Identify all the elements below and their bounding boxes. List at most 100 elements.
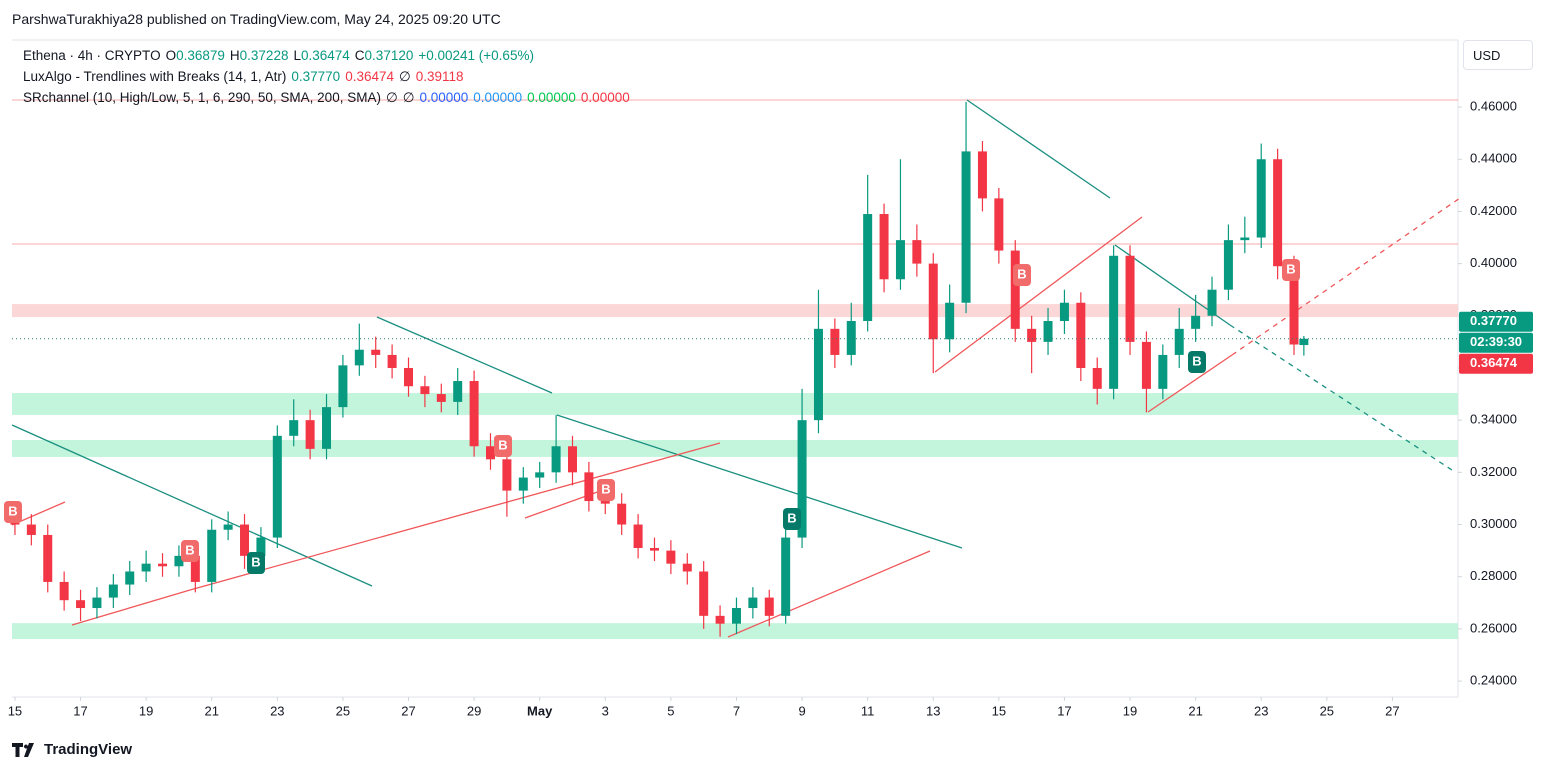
price-label: 0.36474 bbox=[1470, 355, 1518, 370]
legend-part: 0.36474 bbox=[345, 69, 394, 84]
zone bbox=[12, 623, 1458, 640]
x-tick-label: 15 bbox=[992, 703, 1006, 718]
x-tick-label: 17 bbox=[1057, 703, 1071, 718]
legend-part: 0.00000 bbox=[473, 90, 523, 105]
candle-body bbox=[420, 386, 430, 395]
x-tick-label: 19 bbox=[1123, 703, 1137, 718]
legend-part: L bbox=[293, 48, 301, 63]
x-tick-label: 25 bbox=[1320, 703, 1334, 718]
badge-text: B bbox=[787, 510, 796, 525]
legend-line: SRchannel (10, High/Low, 5, 1, 6, 290, 5… bbox=[23, 87, 635, 108]
badge-text: B bbox=[251, 554, 260, 569]
legend-part: O bbox=[165, 48, 177, 63]
candle-body bbox=[1223, 240, 1233, 290]
candle-body bbox=[682, 563, 692, 572]
x-tick-label: 23 bbox=[270, 703, 284, 718]
candle-body bbox=[1191, 315, 1201, 329]
buy-badge: B bbox=[247, 552, 265, 574]
x-tick-label: 7 bbox=[733, 703, 740, 718]
buy-badge: B bbox=[783, 508, 801, 530]
candle-body bbox=[1125, 255, 1135, 342]
candle-body bbox=[961, 151, 971, 303]
candle-body bbox=[945, 302, 955, 340]
candle-body bbox=[1043, 321, 1053, 342]
candle-body bbox=[1076, 302, 1086, 368]
candle-body bbox=[387, 354, 397, 368]
badge-text: B bbox=[1192, 353, 1201, 368]
x-tick-label: May bbox=[527, 703, 553, 718]
sell-badge: B bbox=[4, 501, 22, 523]
candle-body bbox=[912, 240, 922, 264]
candle-body bbox=[59, 581, 69, 601]
candle-body bbox=[289, 420, 299, 436]
sell-badge: B bbox=[494, 435, 512, 457]
candle-body bbox=[207, 529, 217, 582]
x-tick-label: 3 bbox=[602, 703, 609, 718]
candle-body bbox=[1059, 302, 1069, 322]
candle-body bbox=[1174, 328, 1184, 355]
x-tick-label: 9 bbox=[798, 703, 805, 718]
legend-line: Ethena · 4h · CRYPTO O0.36879 H0.37228 L0.3… bbox=[23, 45, 635, 66]
price-label: 0.37770 bbox=[1470, 313, 1517, 328]
legend-part: LuxAlgo - Trendlines with Breaks (14, 1,… bbox=[23, 69, 287, 84]
candle-body bbox=[108, 584, 118, 598]
y-tick-label: 0.26000 bbox=[1470, 620, 1517, 635]
candle-body bbox=[322, 407, 332, 449]
candle-body bbox=[371, 349, 381, 355]
candle-body bbox=[1240, 237, 1250, 241]
candle-body bbox=[797, 420, 807, 538]
candle-body bbox=[1289, 266, 1299, 345]
candle-body bbox=[764, 597, 774, 616]
candle-body bbox=[551, 446, 561, 473]
x-tick-label: 19 bbox=[139, 703, 153, 718]
legend-part: 0.37228 bbox=[239, 48, 289, 63]
candle-body bbox=[518, 477, 528, 491]
candle-body bbox=[486, 446, 496, 460]
sell-badge: B bbox=[1013, 264, 1031, 286]
candle-body bbox=[1207, 289, 1217, 316]
trendlines-up bbox=[11, 197, 1461, 638]
y-tick-label: 0.34000 bbox=[1470, 412, 1517, 427]
candle-body bbox=[715, 615, 725, 624]
badge-text: B bbox=[498, 437, 507, 452]
zone bbox=[12, 304, 1458, 318]
badge-text: B bbox=[185, 542, 194, 557]
candle-body bbox=[240, 524, 250, 556]
candle-body bbox=[879, 214, 889, 280]
currency-button[interactable]: USD bbox=[1463, 40, 1533, 70]
zone bbox=[12, 393, 1458, 415]
y-tick-label: 0.28000 bbox=[1470, 568, 1517, 583]
candle-body bbox=[502, 459, 512, 491]
candle-body bbox=[141, 563, 151, 572]
x-tick-label: 25 bbox=[336, 703, 350, 718]
sell-badge: B bbox=[597, 479, 615, 501]
price-label: 02:39:30 bbox=[1470, 334, 1522, 349]
y-tick-label: 0.32000 bbox=[1470, 464, 1517, 479]
legend: Ethena · 4h · CRYPTO O0.36879 H0.37228 L0.3… bbox=[23, 45, 635, 108]
y-tick-label: 0.30000 bbox=[1470, 516, 1517, 531]
badge-text: B bbox=[8, 503, 17, 518]
legend-part: 0.37120 bbox=[364, 48, 414, 63]
legend-part: ∅ bbox=[402, 90, 415, 105]
candle-body bbox=[813, 328, 823, 421]
candle-body bbox=[436, 394, 446, 402]
candle-body bbox=[125, 571, 135, 585]
y-tick-label: 0.40000 bbox=[1470, 255, 1517, 270]
candle-body bbox=[1027, 328, 1037, 342]
candle-body bbox=[535, 472, 545, 478]
candle-body bbox=[1299, 338, 1309, 346]
candle-body bbox=[338, 365, 348, 408]
logo-text: TradingView bbox=[44, 741, 133, 758]
legend-part: ∅ bbox=[385, 90, 398, 105]
legend-part: 0.00000 bbox=[419, 90, 469, 105]
sell-badge: B bbox=[1282, 259, 1300, 281]
y-tick-label: 0.44000 bbox=[1470, 151, 1517, 166]
x-tick-label: 17 bbox=[73, 703, 87, 718]
candle-body bbox=[76, 600, 86, 609]
price-label-box bbox=[1459, 311, 1533, 332]
legend-part: 0.00000 bbox=[527, 90, 576, 105]
legend-part: 0.36879 bbox=[176, 48, 225, 63]
badge-text: B bbox=[1017, 266, 1026, 281]
candle-body bbox=[731, 608, 741, 624]
